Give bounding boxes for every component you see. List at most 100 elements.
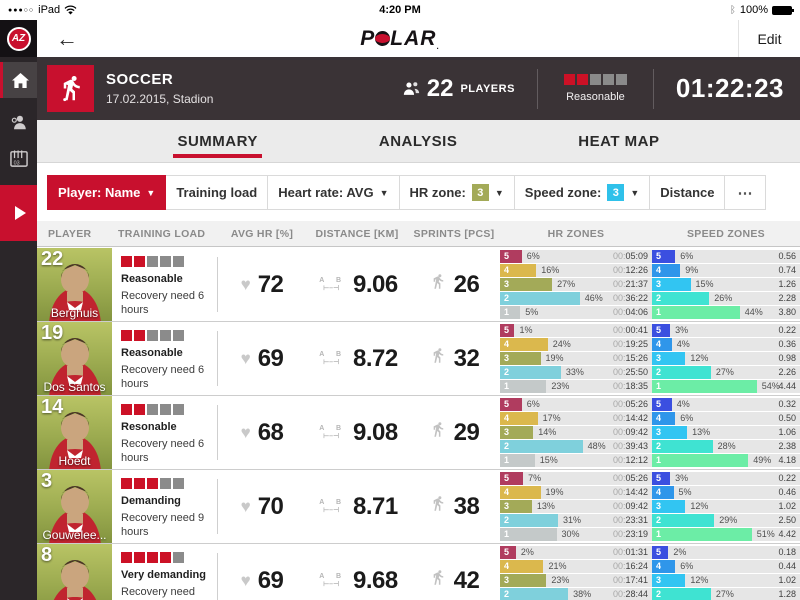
speed-zone-row-1: 1 54% 4.44 bbox=[652, 380, 800, 393]
load-square bbox=[147, 330, 158, 341]
hr-zone-bar: 5 bbox=[500, 398, 522, 411]
zone-time: 00:16:24 bbox=[612, 561, 648, 571]
chevron-down-icon: ▼ bbox=[494, 187, 504, 198]
zone-number: 3 bbox=[656, 427, 662, 437]
zone-percent: 31% bbox=[562, 515, 581, 525]
filter-bar: Player: Name ▼ Training load Heart rate: AV… bbox=[37, 164, 800, 221]
zone-percent: 16% bbox=[541, 265, 560, 275]
load-square bbox=[134, 330, 145, 341]
hr-zone-row-1: 1 15% 00:12:12 bbox=[500, 454, 652, 467]
load-square bbox=[160, 256, 171, 267]
speed-zone-row-1: 1 51% 4.42 bbox=[652, 528, 800, 541]
zone-percent: 30% bbox=[561, 529, 580, 539]
zone-percent: 7% bbox=[528, 473, 542, 483]
hr-zones-chart: 5 6% 00:05:26 4 17% 00:14:42 3 14% 00:09:42 2 48% 0… bbox=[500, 396, 652, 469]
player-table: 22 Berghuis Reasonable Recovery need 6 hour… bbox=[37, 248, 800, 600]
players-icon bbox=[403, 82, 419, 95]
hr-zone-row-4: 4 24% 00:19:25 bbox=[500, 338, 652, 351]
sprints-value: 26 bbox=[453, 270, 480, 298]
player-row[interactable]: 22 Berghuis Reasonable Recovery need 6 hour… bbox=[37, 248, 800, 322]
hr-zone-row-2: 2 46% 00:36:22 bbox=[500, 292, 652, 305]
zone-percent: 48% bbox=[587, 441, 606, 451]
speed-zone-bar: 4 bbox=[652, 264, 681, 277]
zone-time: 00:18:35 bbox=[612, 381, 648, 391]
zone-distance: 1.06 bbox=[778, 427, 796, 437]
zone-percent: 13% bbox=[536, 501, 555, 511]
training-load-squares bbox=[121, 404, 218, 415]
speed-zone-row-2: 2 28% 2.38 bbox=[652, 440, 800, 453]
hr-zone-row-1: 1 30% 00:23:19 bbox=[500, 528, 652, 541]
distance-cell: A B ⊢–⊣ 9.06 bbox=[306, 248, 408, 321]
zone-percent: 6% bbox=[680, 413, 694, 423]
recovery-need-label: Recovery need 6 hours bbox=[121, 364, 205, 391]
sidebar: 03 bbox=[0, 57, 37, 600]
training-load-label: Reasonable bbox=[121, 347, 183, 359]
load-square bbox=[576, 74, 588, 85]
training-load-label: Demanding bbox=[121, 495, 181, 507]
hr-zone-bar: 5 bbox=[500, 546, 516, 559]
back-button[interactable]: ← bbox=[56, 25, 78, 51]
filter-heart-rate-avg[interactable]: Heart rate: AVG ▼ bbox=[267, 175, 400, 210]
sidebar-item-home[interactable] bbox=[0, 62, 37, 98]
zone-percent: 12% bbox=[690, 501, 709, 511]
zone-time: 00:12:26 bbox=[612, 265, 648, 275]
player-row[interactable]: 8 Very demanding Recovery need ♥ 69 A B ⊢–⊣ 9.6… bbox=[37, 544, 800, 600]
filter-training-load[interactable]: Training load bbox=[165, 175, 269, 210]
zone-time: 00:39:43 bbox=[612, 441, 648, 451]
zone-percent: 6% bbox=[680, 251, 694, 261]
speed-zone-bar: 2 bbox=[652, 514, 715, 527]
filter-player-name[interactable]: Player: Name ▼ bbox=[47, 175, 167, 210]
filter-[interactable]: ⋯ bbox=[724, 175, 767, 210]
hr-zone-bar: 3 bbox=[500, 352, 541, 365]
tab-bar: SUMMARY ANALYSIS HEAT MAP bbox=[37, 120, 800, 163]
tab-summary[interactable]: SUMMARY bbox=[173, 120, 263, 162]
player-row[interactable]: 19 Dos Santos Reasonable Recovery need 6 ho… bbox=[37, 322, 800, 396]
player-photo: 19 Dos Santos bbox=[37, 322, 112, 395]
filter-label: Heart rate: AVG bbox=[278, 185, 374, 200]
player-number: 8 bbox=[41, 544, 53, 566]
load-square bbox=[173, 256, 184, 267]
sidebar-item-players[interactable] bbox=[0, 105, 37, 139]
hr-zone-bar: 4 bbox=[500, 412, 538, 425]
filter-hr-zone[interactable]: HR zone: 3 ▼ bbox=[398, 175, 515, 210]
zone-number: 5 bbox=[656, 325, 662, 335]
zone-number: 3 bbox=[504, 427, 510, 437]
heart-icon: ♥ bbox=[240, 348, 251, 368]
speed-zone-bar: 2 bbox=[652, 292, 710, 305]
distance-cell: A B ⊢–⊣ 8.71 bbox=[306, 470, 408, 543]
zone-percent: 54% bbox=[761, 381, 780, 391]
speed-zone-row-1: 1 49% 4.18 bbox=[652, 454, 800, 467]
column-header-speed-zones: SPEED ZONES bbox=[687, 227, 765, 240]
hr-zone-bar: 2 bbox=[500, 588, 569, 600]
hr-zone-row-2: 2 31% 00:23:31 bbox=[500, 514, 652, 527]
tab-analysis[interactable]: ANALYSIS bbox=[378, 132, 458, 150]
nav-bar: AZ ← P LAR. Edit bbox=[0, 20, 800, 57]
zone-percent: 3% bbox=[675, 473, 689, 483]
sidebar-item-record[interactable] bbox=[0, 185, 37, 241]
zone-percent: 28% bbox=[717, 441, 736, 451]
zone-number: 4 bbox=[656, 265, 662, 275]
zone-percent: 33% bbox=[565, 367, 584, 377]
load-square bbox=[173, 404, 184, 415]
player-row[interactable]: 3 Gouwelee... Demanding Recovery need 9 hou… bbox=[37, 470, 800, 544]
zone-number: 4 bbox=[504, 339, 510, 349]
speed-zones-chart: 5 4% 0.32 4 6% 0.50 3 13% 1.06 2 28% 2.38 1 49% 4.18 bbox=[652, 396, 800, 469]
tab-heat-map[interactable]: HEAT MAP bbox=[578, 132, 660, 150]
hr-zone-row-5: 5 7% 00:05:26 bbox=[500, 472, 652, 485]
training-load-label: Very demanding bbox=[121, 569, 206, 581]
sidebar-item-calendar[interactable]: 03 bbox=[0, 141, 37, 175]
filter-label: Distance bbox=[660, 185, 715, 200]
zone-percent: 5% bbox=[678, 487, 692, 497]
filter-speed-zone[interactable]: Speed zone: 3 ▼ bbox=[513, 175, 651, 210]
training-load-squares bbox=[121, 256, 218, 267]
filter-distance[interactable]: Distance bbox=[649, 175, 726, 210]
home-icon bbox=[11, 72, 29, 88]
sprinter-icon bbox=[429, 273, 447, 296]
signal-dots-icon: ●●●○○ bbox=[8, 6, 35, 14]
zone-percent: 46% bbox=[584, 293, 603, 303]
player-row[interactable]: 14 Hoedt Resonable Recovery need 6 hours ♥ 68… bbox=[37, 396, 800, 470]
recovery-need-label: Recovery need 6 hours bbox=[121, 290, 205, 317]
edit-button[interactable]: Edit bbox=[757, 30, 782, 47]
speed-zone-row-3: 3 13% 1.06 bbox=[652, 426, 800, 439]
heart-icon: ♥ bbox=[240, 496, 251, 516]
